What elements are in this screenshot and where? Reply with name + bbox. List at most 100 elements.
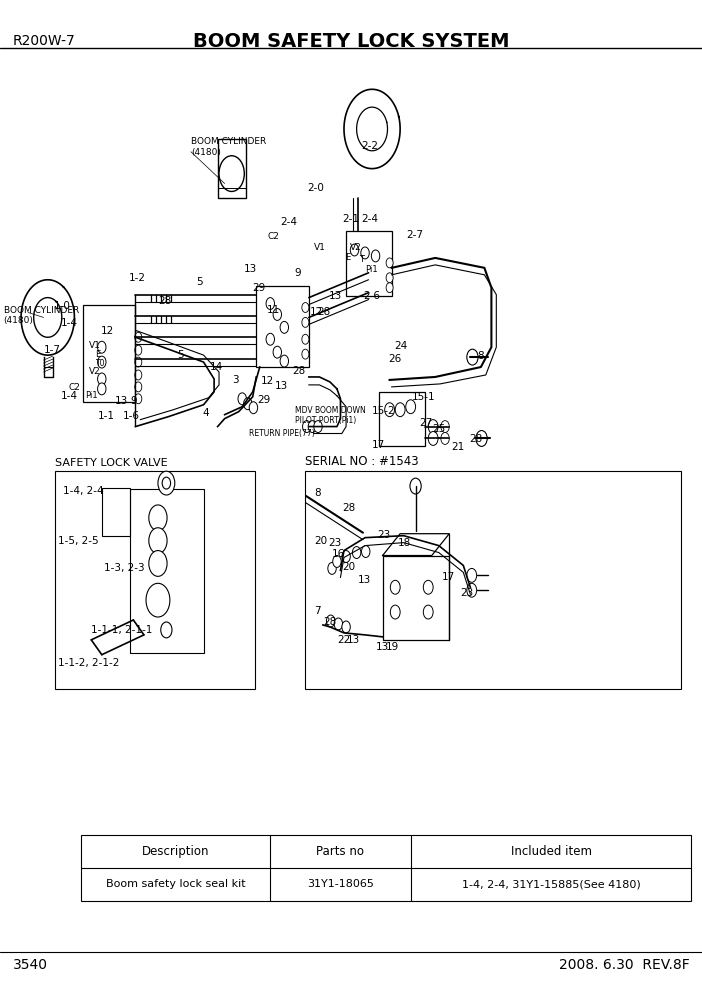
Text: 22: 22 [337, 635, 350, 645]
Circle shape [303, 421, 311, 433]
Text: Pi1: Pi1 [85, 391, 98, 401]
Text: Description: Description [142, 845, 209, 858]
Text: 14: 14 [210, 362, 223, 372]
Bar [55, 471, 255, 689]
Text: 23: 23 [378, 530, 391, 540]
Text: 26: 26 [388, 354, 402, 364]
Text: T0: T0 [95, 358, 105, 368]
Text: 1-2: 1-2 [128, 273, 145, 283]
Text: 2-4: 2-4 [361, 214, 378, 224]
Text: 8: 8 [314, 488, 320, 498]
Circle shape [98, 373, 106, 385]
Circle shape [406, 400, 416, 414]
Text: 1-1: 1-1 [98, 411, 114, 421]
Circle shape [302, 334, 309, 344]
Text: 5: 5 [197, 277, 203, 287]
Text: V2: V2 [89, 367, 101, 377]
Circle shape [467, 568, 477, 582]
Bar [379, 392, 425, 446]
Text: BOOM SAFETY LOCK SYSTEM: BOOM SAFETY LOCK SYSTEM [193, 32, 509, 51]
Text: 29: 29 [253, 283, 266, 293]
Circle shape [98, 356, 106, 368]
Text: 28: 28 [317, 308, 331, 317]
Circle shape [428, 420, 438, 434]
Circle shape [149, 505, 167, 531]
Bar [102, 488, 130, 536]
Text: 25: 25 [432, 424, 446, 434]
Text: 2-6: 2-6 [363, 291, 380, 301]
Circle shape [333, 556, 341, 567]
Text: 13: 13 [358, 575, 371, 585]
Circle shape [390, 580, 400, 594]
Circle shape [98, 341, 106, 353]
Circle shape [467, 349, 478, 365]
Text: RETURN PIPE(77): RETURN PIPE(77) [249, 429, 314, 438]
Circle shape [158, 471, 175, 495]
Circle shape [302, 349, 309, 359]
Circle shape [219, 156, 244, 191]
Text: 28: 28 [292, 366, 305, 376]
Circle shape [352, 547, 361, 558]
Text: 19: 19 [385, 642, 399, 652]
Text: 11: 11 [267, 305, 280, 314]
Text: 12: 12 [100, 326, 114, 336]
Text: 13: 13 [114, 396, 128, 406]
Text: 24: 24 [394, 341, 407, 351]
Circle shape [98, 383, 106, 395]
Text: 7: 7 [314, 606, 320, 616]
Circle shape [350, 244, 359, 256]
Circle shape [135, 332, 142, 342]
Text: 21: 21 [451, 442, 465, 452]
Circle shape [266, 298, 274, 310]
Circle shape [135, 357, 142, 367]
Circle shape [308, 421, 317, 433]
Circle shape [302, 317, 309, 327]
Text: 3: 3 [232, 375, 238, 385]
Text: 13: 13 [244, 264, 258, 274]
Text: 2-0: 2-0 [307, 184, 324, 193]
Text: BOOM CYLINDER
(4180): BOOM CYLINDER (4180) [4, 306, 79, 325]
Text: 17: 17 [442, 572, 456, 582]
Text: 17: 17 [371, 440, 385, 450]
Circle shape [476, 431, 487, 446]
Text: 15-1: 15-1 [412, 392, 436, 402]
Circle shape [371, 250, 380, 262]
Circle shape [386, 273, 393, 283]
Text: Boom safety lock seal kit: Boom safety lock seal kit [106, 879, 245, 890]
Text: 1-7: 1-7 [44, 345, 61, 355]
Circle shape [135, 370, 142, 380]
Text: 1-4: 1-4 [61, 318, 78, 328]
Text: 12: 12 [260, 376, 274, 386]
Text: 23: 23 [329, 538, 342, 548]
Text: 29: 29 [257, 395, 270, 405]
Text: C2: C2 [267, 231, 279, 241]
Circle shape [162, 477, 171, 489]
Text: 5: 5 [178, 350, 184, 360]
Circle shape [161, 622, 172, 638]
Circle shape [135, 345, 142, 355]
Text: Parts no: Parts no [317, 845, 364, 858]
Text: 20: 20 [343, 562, 356, 572]
Text: SERIAL NO : #1543: SERIAL NO : #1543 [305, 455, 419, 468]
Text: 1-4, 2-4, 31Y1-15885(See 4180): 1-4, 2-4, 31Y1-15885(See 4180) [462, 879, 640, 890]
Bar [218, 139, 246, 198]
Circle shape [273, 346, 282, 358]
Text: 28: 28 [158, 296, 171, 306]
Text: 28: 28 [469, 434, 482, 444]
Text: V1: V1 [89, 340, 101, 350]
Circle shape [302, 303, 309, 312]
Circle shape [280, 355, 289, 367]
Circle shape [149, 551, 167, 576]
Text: 23: 23 [460, 588, 473, 598]
Text: 2-1: 2-1 [342, 214, 359, 224]
Text: 1-0: 1-0 [54, 301, 71, 310]
Text: 1-5, 2-5: 1-5, 2-5 [58, 536, 98, 546]
Circle shape [390, 605, 400, 619]
Text: 1-1-2, 2-1-2: 1-1-2, 2-1-2 [58, 658, 119, 668]
Circle shape [314, 421, 322, 433]
Text: 28: 28 [342, 503, 355, 513]
Circle shape [428, 432, 438, 445]
Circle shape [395, 403, 405, 417]
Text: 15-2: 15-2 [371, 406, 395, 416]
Text: 1-4: 1-4 [61, 391, 78, 401]
